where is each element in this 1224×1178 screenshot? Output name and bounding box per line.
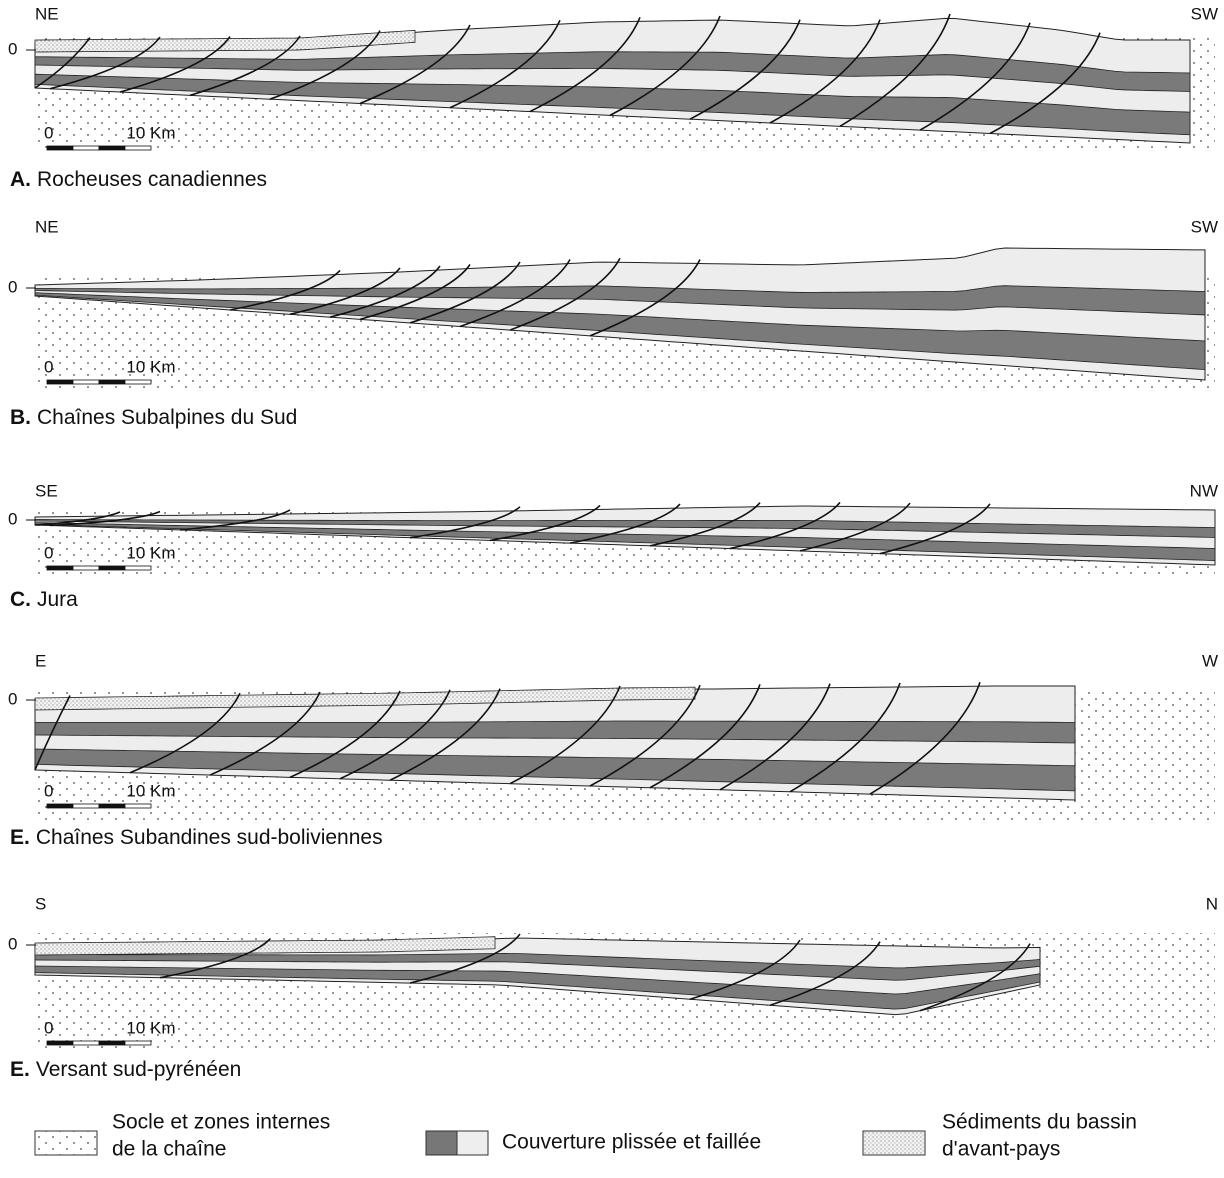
scale-bar xyxy=(125,1041,151,1045)
direction-left: NE xyxy=(35,217,59,236)
scale-bar xyxy=(99,146,125,150)
scale-start: 0 xyxy=(44,1018,53,1037)
cross-section: 0 S N 0 10 Km E. Versant sud-pyrénéen xyxy=(8,894,1218,1080)
scale-bar xyxy=(99,380,125,384)
scale-bar xyxy=(47,804,73,808)
section-caption: E. Chaînes Subandines sud-boliviennes xyxy=(10,826,383,849)
caption-title: Jura xyxy=(37,588,78,611)
sections: 0NESW010 KmA.Rocheuses canadiennes0NESW0… xyxy=(8,4,1218,1080)
scale-bar xyxy=(73,146,99,150)
scale-start: 0 xyxy=(44,123,53,142)
legend-label: d'avant-pays xyxy=(942,1138,1060,1161)
depth-label: 0 xyxy=(8,277,17,296)
scale-start: 0 xyxy=(44,781,53,800)
legend-label: de la chaîne xyxy=(112,1138,226,1161)
scale-end: 10 Km xyxy=(126,123,175,142)
scale-start: 0 xyxy=(44,543,53,562)
legend-socle-swatch xyxy=(35,1131,97,1155)
direction-left: SE xyxy=(35,481,58,500)
legend-sed-swatch xyxy=(863,1131,925,1155)
scale-bar xyxy=(73,1041,99,1045)
caption-title: Chaînes Subandines sud-boliviennes xyxy=(36,826,383,849)
legend: Socle et zones internes de la chaîne Cou… xyxy=(35,1111,1137,1161)
scale-bar xyxy=(125,804,151,808)
scale-bar xyxy=(47,380,73,384)
section-caption: C. Jura xyxy=(10,588,78,611)
section-caption: A. Rocheuses canadiennes xyxy=(10,168,267,191)
scale-bar xyxy=(47,1041,73,1045)
scale-bar xyxy=(125,146,151,150)
legend-label: Couverture plissée et faillée xyxy=(502,1131,761,1154)
scale-bar xyxy=(99,1041,125,1045)
scale-bar xyxy=(99,804,125,808)
scale-bar xyxy=(47,146,73,150)
section-caption: E. Versant sud-pyrénéen xyxy=(10,1058,241,1081)
direction-right: SW xyxy=(1191,217,1218,236)
scale-end: 10 Km xyxy=(126,543,175,562)
scale-bar xyxy=(99,566,125,570)
caption-letter: C. xyxy=(10,588,31,611)
scale-start: 0 xyxy=(44,357,53,376)
direction-left: NE xyxy=(35,4,59,23)
direction-right: W xyxy=(1202,651,1218,670)
caption-title: Versant sud-pyrénéen xyxy=(36,1058,241,1081)
caption-letter: B. xyxy=(10,406,31,429)
direction-right: N xyxy=(1206,894,1218,913)
scale-bar xyxy=(73,804,99,808)
direction-left: E xyxy=(35,651,46,670)
depth-label: 0 xyxy=(8,39,17,58)
depth-label: 0 xyxy=(8,934,17,953)
caption-letter: A. xyxy=(10,168,31,191)
caption-letter: E. xyxy=(10,826,30,849)
legend-label: Socle et zones internes xyxy=(112,1111,330,1134)
caption-title: Chaînes Subalpines du Sud xyxy=(37,406,297,429)
direction-right: NW xyxy=(1190,481,1218,500)
scale-bar xyxy=(47,566,73,570)
scale-end: 10 Km xyxy=(126,357,175,376)
direction-left: S xyxy=(35,894,46,913)
scale-bar xyxy=(73,380,99,384)
cross-section: 0 NE SW 0 10 Km A. Rocheuses canadiennes xyxy=(8,4,1218,190)
scale-bar xyxy=(125,566,151,570)
depth-label: 0 xyxy=(8,509,17,528)
depth-label: 0 xyxy=(8,689,17,708)
caption-letter: E. xyxy=(10,1058,30,1081)
legend-cover-dark xyxy=(426,1131,457,1155)
section-caption: B. Chaînes Subalpines du Sud xyxy=(10,406,297,429)
caption-title: Rocheuses canadiennes xyxy=(37,168,267,191)
legend-label: Sédiments du bassin xyxy=(942,1111,1137,1134)
scale-bar xyxy=(125,380,151,384)
cross-section: 0 NE SW 0 10 Km B. Chaînes Subalpines du Sud xyxy=(8,217,1218,428)
scale-end: 10 Km xyxy=(126,781,175,800)
direction-right: SW xyxy=(1191,4,1218,23)
scale-bar xyxy=(73,566,99,570)
figure: 0NESW010 KmA.Rocheuses canadiennes0NESW0… xyxy=(0,0,1224,1178)
legend-cover-light xyxy=(457,1131,488,1155)
cross-section: 0 SE NW 0 10 Km C. Jura xyxy=(8,481,1218,610)
scale-end: 10 Km xyxy=(126,1018,175,1037)
